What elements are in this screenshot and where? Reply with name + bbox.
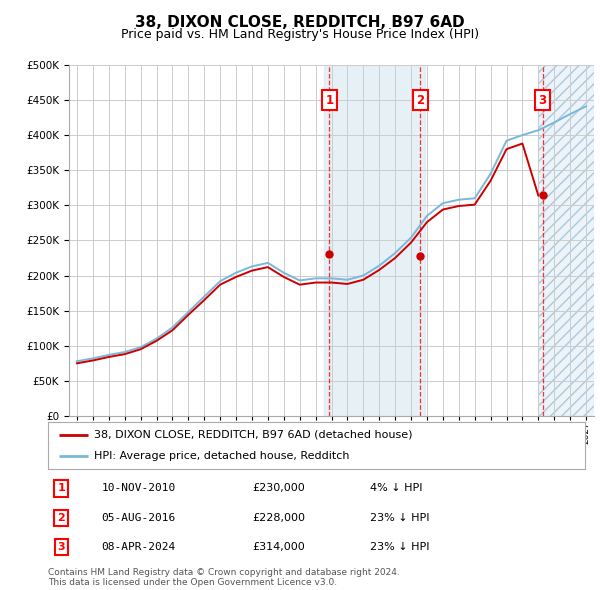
Text: £228,000: £228,000 xyxy=(252,513,305,523)
Text: £314,000: £314,000 xyxy=(252,542,305,552)
Text: 1: 1 xyxy=(58,483,65,493)
Text: 3: 3 xyxy=(58,542,65,552)
Text: £230,000: £230,000 xyxy=(252,483,305,493)
Text: 05-AUG-2016: 05-AUG-2016 xyxy=(102,513,176,523)
Text: 23% ↓ HPI: 23% ↓ HPI xyxy=(370,513,430,523)
Text: 23% ↓ HPI: 23% ↓ HPI xyxy=(370,542,430,552)
Text: Price paid vs. HM Land Registry's House Price Index (HPI): Price paid vs. HM Land Registry's House … xyxy=(121,28,479,41)
Bar xyxy=(538,65,594,416)
Bar xyxy=(323,65,425,416)
Bar xyxy=(538,65,594,416)
Text: 3: 3 xyxy=(539,93,547,107)
Text: 2: 2 xyxy=(416,93,424,107)
Text: 38, DIXON CLOSE, REDDITCH, B97 6AD (detached house): 38, DIXON CLOSE, REDDITCH, B97 6AD (deta… xyxy=(94,430,412,440)
Text: 38, DIXON CLOSE, REDDITCH, B97 6AD: 38, DIXON CLOSE, REDDITCH, B97 6AD xyxy=(135,15,465,30)
Text: 08-APR-2024: 08-APR-2024 xyxy=(102,542,176,552)
Text: 4% ↓ HPI: 4% ↓ HPI xyxy=(370,483,422,493)
Text: 1: 1 xyxy=(325,93,334,107)
Text: HPI: Average price, detached house, Redditch: HPI: Average price, detached house, Redd… xyxy=(94,451,349,461)
Text: Contains HM Land Registry data © Crown copyright and database right 2024.
This d: Contains HM Land Registry data © Crown c… xyxy=(48,568,400,587)
Text: 10-NOV-2010: 10-NOV-2010 xyxy=(102,483,176,493)
Text: 2: 2 xyxy=(58,513,65,523)
